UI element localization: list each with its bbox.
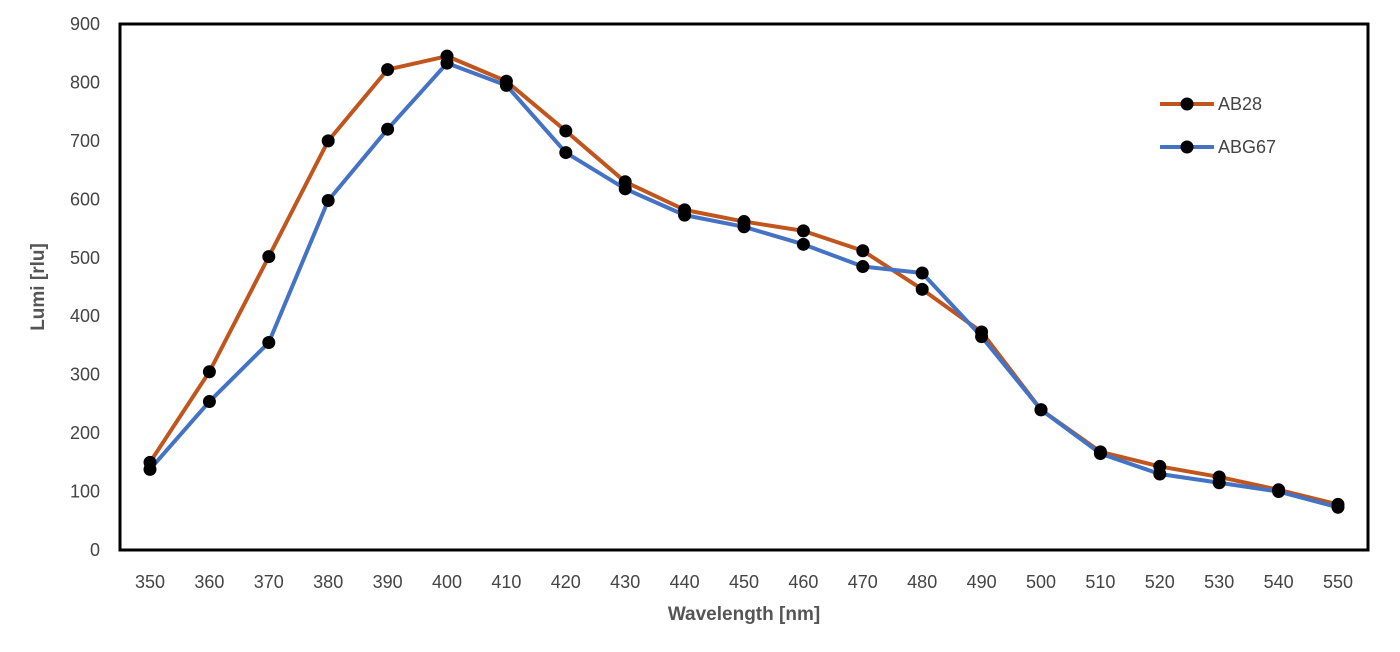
x-axis-ticks: 350 360 370 380 390 400 410 420 430 440 450 460 470 4…	[135, 572, 1353, 592]
y-tick-label: 0	[90, 540, 100, 560]
data-point-abg67	[856, 260, 870, 274]
x-tick-label: 540	[1264, 572, 1294, 592]
data-point-abg67	[440, 56, 454, 70]
x-tick-label: 420	[551, 572, 581, 592]
x-tick-label: 490	[967, 572, 997, 592]
data-point-abg67	[321, 194, 335, 208]
data-point-ab28	[915, 282, 929, 296]
x-tick-label: 520	[1145, 572, 1175, 592]
data-point-abg67	[559, 146, 573, 160]
y-tick-label: 100	[70, 482, 100, 502]
data-point-ab28	[856, 244, 870, 258]
y-tick-label: 400	[70, 306, 100, 326]
data-point-abg67	[262, 336, 276, 350]
legend-label-abg67: ABG67	[1218, 137, 1276, 157]
x-tick-label: 430	[610, 572, 640, 592]
x-tick-label: 370	[254, 572, 284, 592]
y-tick-label: 300	[70, 365, 100, 385]
data-point-abg67	[143, 462, 157, 476]
data-point-abg67	[1212, 476, 1226, 490]
data-point-abg67	[1331, 500, 1345, 514]
y-axis-title: Lumi [rlu]	[28, 243, 49, 331]
x-tick-label: 350	[135, 572, 165, 592]
x-tick-label: 510	[1085, 572, 1115, 592]
x-tick-label: 410	[491, 572, 521, 592]
x-tick-label: 550	[1323, 572, 1353, 592]
x-tick-label: 390	[373, 572, 403, 592]
data-point-abg67	[796, 237, 810, 251]
data-point-ab28	[796, 224, 810, 238]
data-point-abg67	[202, 395, 216, 409]
data-point-abg67	[678, 208, 692, 222]
data-point-abg67	[915, 266, 929, 280]
x-tick-label: 460	[788, 572, 818, 592]
data-point-abg67	[975, 330, 989, 344]
data-point-abg67	[381, 122, 395, 136]
x-tick-label: 500	[1026, 572, 1056, 592]
y-tick-label: 200	[70, 423, 100, 443]
data-point-abg67	[618, 182, 632, 196]
data-point-ab28	[202, 365, 216, 379]
data-point-ab28	[321, 134, 335, 148]
data-point-abg67	[499, 78, 513, 92]
y-axis-ticks: 0 100 200 300 400 500 600 700 800 900	[70, 14, 100, 560]
legend-label-ab28: AB28	[1218, 94, 1262, 114]
data-point-abg67	[737, 220, 751, 234]
data-point-ab28	[559, 124, 573, 138]
x-tick-label: 400	[432, 572, 462, 592]
series-markers	[143, 49, 1345, 514]
legend-marker-abg67	[1180, 140, 1194, 154]
x-tick-label: 450	[729, 572, 759, 592]
y-tick-label: 600	[70, 189, 100, 209]
data-point-ab28	[262, 250, 276, 264]
data-point-abg67	[1093, 447, 1107, 461]
x-tick-label: 470	[848, 572, 878, 592]
y-tick-label: 800	[70, 72, 100, 92]
x-tick-label: 480	[907, 572, 937, 592]
data-point-ab28	[381, 63, 395, 77]
data-point-abg67	[1272, 485, 1286, 499]
data-point-abg67	[1034, 403, 1048, 417]
x-tick-label: 360	[194, 572, 224, 592]
y-tick-label: 900	[70, 14, 100, 34]
x-tick-label: 440	[670, 572, 700, 592]
y-tick-label: 700	[70, 131, 100, 151]
legend: AB28 ABG67	[1160, 94, 1276, 157]
x-tick-label: 380	[313, 572, 343, 592]
x-axis-title: Wavelength [nm]	[668, 604, 820, 625]
legend-marker-ab28	[1180, 97, 1194, 111]
x-tick-label: 530	[1204, 572, 1234, 592]
y-tick-label: 500	[70, 248, 100, 268]
data-point-abg67	[1153, 467, 1167, 481]
